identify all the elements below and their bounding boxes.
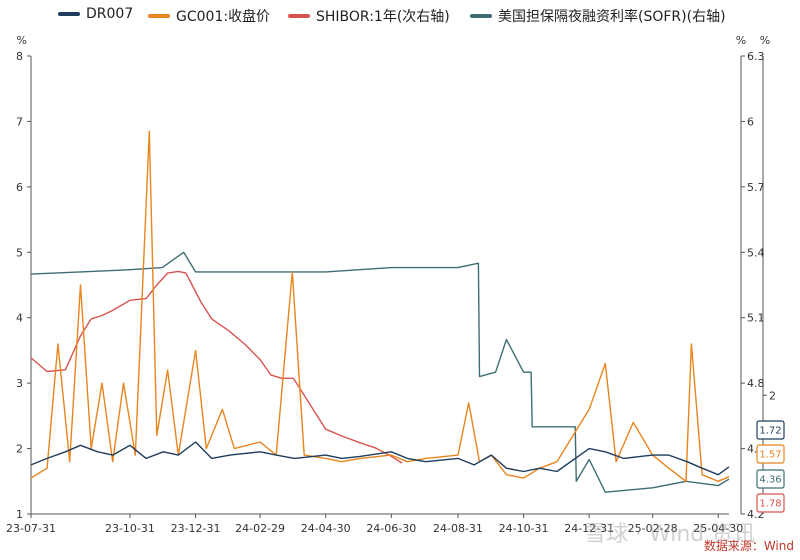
left-tick-label: 2 xyxy=(16,443,23,456)
legend-swatch-dr007 xyxy=(58,12,80,16)
x-tick-label: 24-06-30 xyxy=(366,522,416,535)
legend-swatch-shibor xyxy=(288,14,310,18)
series-line-sofr xyxy=(30,251,730,493)
right-tick-label: 6 xyxy=(747,115,754,128)
left-tick-label: 3 xyxy=(16,377,23,390)
left-tick-label: 1 xyxy=(16,508,23,521)
legend-swatch-gc001 xyxy=(148,14,170,18)
left-tick-label: 5 xyxy=(16,246,23,259)
legend-label-shibor: SHIBOR:1年(次右轴) xyxy=(316,9,450,25)
series-line-dr007 xyxy=(30,441,730,476)
x-tick-label: 23-07-31 xyxy=(6,522,56,535)
end-label-box xyxy=(756,444,785,464)
right-tick-label: 4.8 xyxy=(747,377,765,390)
end-label-sofr: 4.36 xyxy=(756,469,785,489)
x-tick-label: 24-10-31 xyxy=(499,522,549,535)
end-label-box xyxy=(756,469,785,489)
legend-swatch-sofr xyxy=(470,14,492,18)
x-tick-label: 25-04-30 xyxy=(693,522,743,535)
end-label-shibor: 1.78 xyxy=(756,493,785,513)
chart-legend: DR007 GC001:收盘价 SHIBOR:1年(次右轴) 美国担保隔夜融资利… xyxy=(0,6,800,28)
right2-tick-label: 2 xyxy=(769,389,776,402)
legend-item-gc001: GC001:收盘价 xyxy=(148,6,270,26)
right-tick-label: 6.3 xyxy=(747,50,765,63)
legend-item-sofr: 美国担保隔夜融资利率(SOFR)(右轴) xyxy=(470,6,726,26)
x-tick-label: 24-08-31 xyxy=(433,522,483,535)
right-unit-label: % xyxy=(736,34,746,47)
x-tick-label: 25-02-28 xyxy=(628,522,678,535)
watermark: 雪球 · Wind 资讯 xyxy=(584,522,756,547)
legend-label-gc001: GC001:收盘价 xyxy=(176,9,271,25)
x-tick-label: 24-02-29 xyxy=(235,522,285,535)
axes-layer: %% %123456784.24.54.85.15.45.766.3223-07-… xyxy=(6,34,776,535)
x-tick-label: 24-12-31 xyxy=(564,522,614,535)
x-tick-label: 24-04-30 xyxy=(301,522,351,535)
end-label-value: 1.57 xyxy=(759,450,781,461)
end-label-box xyxy=(756,420,785,440)
series-line-gc001 xyxy=(30,130,730,482)
left-tick-label: 6 xyxy=(16,181,23,194)
x-tick-label: 23-12-31 xyxy=(171,522,221,535)
left-tick-label: 4 xyxy=(16,312,23,325)
end-label-gc001: 1.57 xyxy=(756,444,785,464)
end-label-layer: 1.72 1.57 4.36 1.78 xyxy=(756,420,785,513)
series-layer xyxy=(30,130,730,493)
left-tick-label: 8 xyxy=(16,50,23,63)
right-tick-label: 5.7 xyxy=(747,181,765,194)
left-unit-label: % xyxy=(17,34,27,47)
end-label-value: 4.36 xyxy=(759,475,781,486)
right-tick-label: 5.1 xyxy=(747,312,765,325)
end-label-value: 1.78 xyxy=(759,499,781,510)
legend-label-sofr: 美国担保隔夜融资利率(SOFR)(右轴) xyxy=(498,9,726,25)
end-label-dr007: 1.72 xyxy=(756,420,785,440)
end-label-box xyxy=(756,493,785,513)
x-tick-label: 23-10-31 xyxy=(105,522,155,535)
right-tick-label: 5.4 xyxy=(747,246,765,259)
end-label-value: 1.72 xyxy=(759,426,781,437)
legend-label-dr007: DR007 xyxy=(86,6,134,22)
legend-item-dr007: DR007 xyxy=(58,6,133,22)
right2-unit-label: % xyxy=(760,34,770,47)
left-tick-label: 7 xyxy=(16,115,23,128)
series-line-shibor xyxy=(30,270,403,464)
legend-item-shibor: SHIBOR:1年(次右轴) xyxy=(288,6,450,26)
source-note: 数据来源：Wind xyxy=(703,539,794,553)
